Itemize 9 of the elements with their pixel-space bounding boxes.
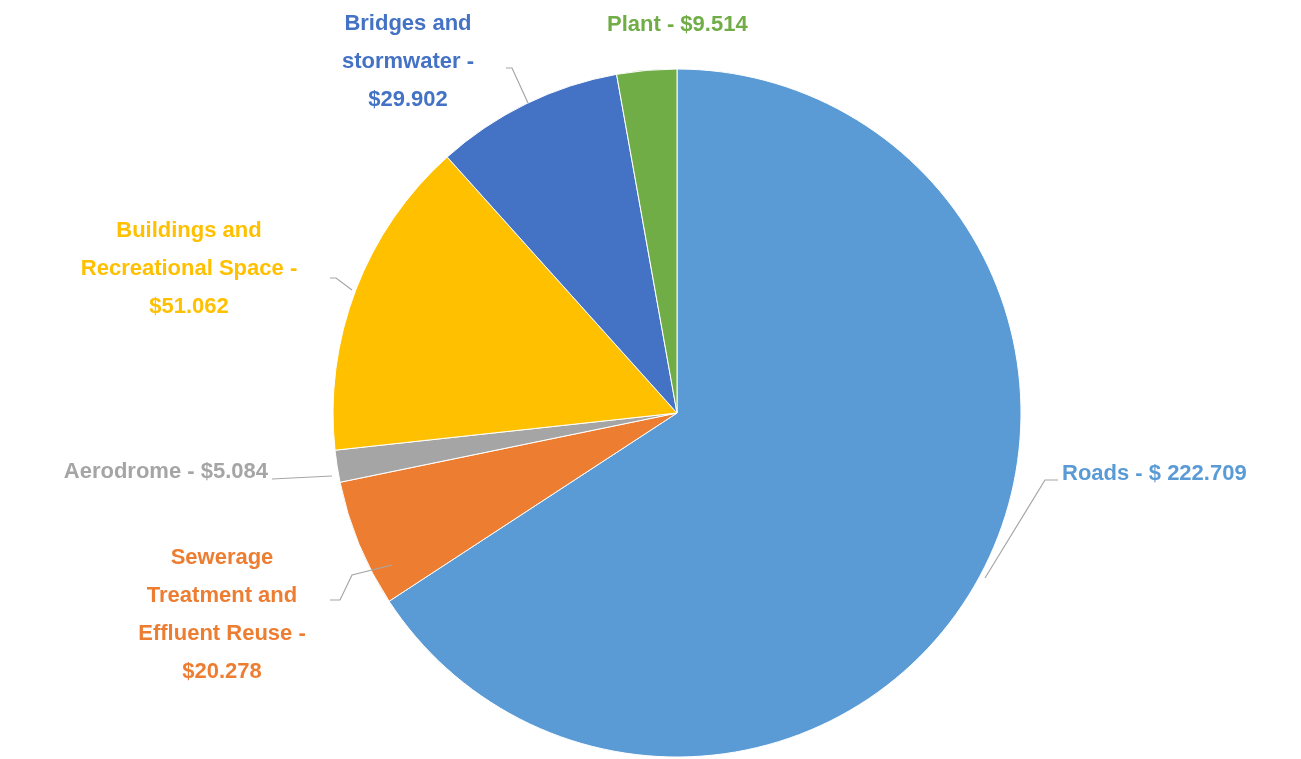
slice-label: Roads - $ 222.709 xyxy=(1062,460,1247,485)
slice-label: Aerodrome - $5.084 xyxy=(63,458,269,483)
slice-label: Sewerage Treatment and Effluent Reuse - xyxy=(138,544,306,645)
data-label: $20.278 xyxy=(182,658,262,683)
data-label: $51.062 xyxy=(149,293,229,318)
slice-label: Buildings and Recreational Space - xyxy=(80,217,298,280)
slice-label: Bridges and stormwater - xyxy=(341,10,475,73)
data-label: $29.902 xyxy=(368,86,448,111)
slice-label: Plant - $9.514 xyxy=(607,11,749,36)
